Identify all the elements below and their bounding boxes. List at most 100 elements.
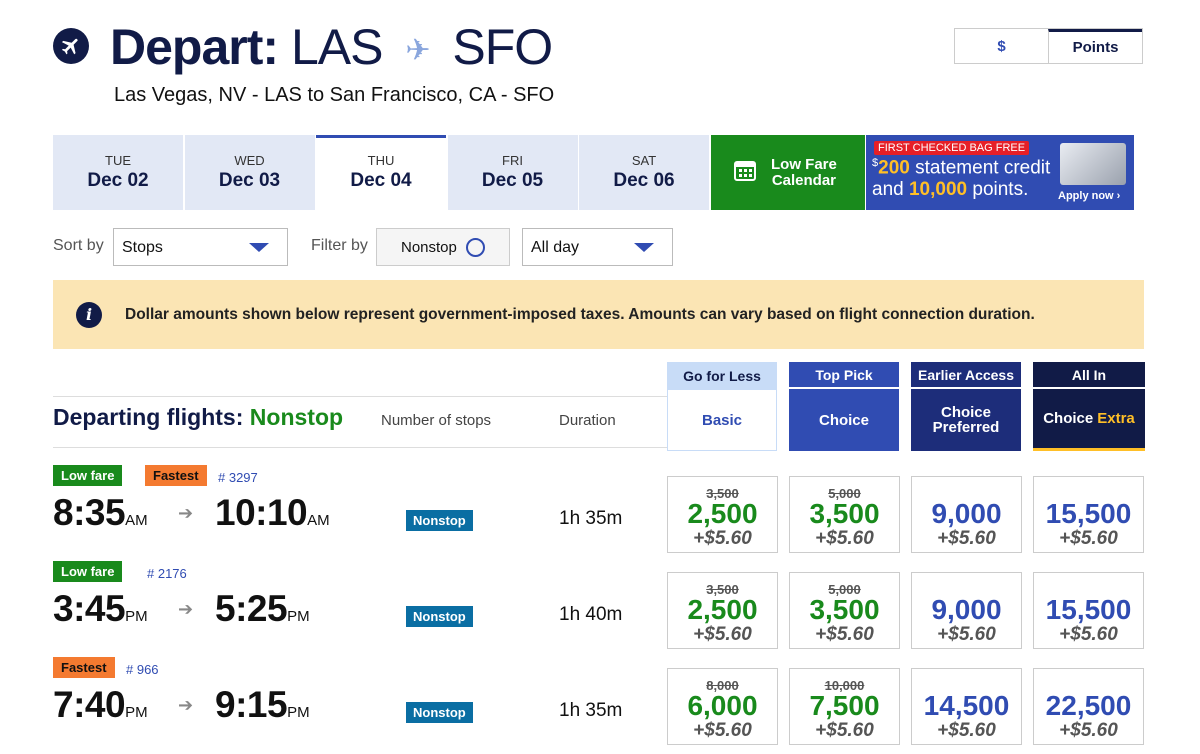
info-icon: i <box>76 301 102 328</box>
flight-row: Low fare Fastest # 3297 8:35AM ➔ 10:10AM… <box>0 465 1200 561</box>
promo-line-2: and 10,000 points. <box>872 179 1029 200</box>
fare-option-choice[interactable]: 10,000 7,500 +$5.60 <box>789 668 900 745</box>
fare-class-name: Choice Preferred <box>911 389 1021 451</box>
fare-option-choice[interactable]: 5,000 3,500 +$5.60 <box>789 476 900 553</box>
credit-card-promo[interactable]: FIRST CHECKED BAG FREE $200 statement cr… <box>866 135 1134 210</box>
fare-class-name: Choice <box>789 389 899 451</box>
stops-badge: Nonstop <box>406 510 473 531</box>
fare-class-choice-extra: All In Choice Extra <box>1033 362 1145 451</box>
fastest-tag: Fastest <box>53 657 115 678</box>
fare-option-choice-extra[interactable]: 15,500 +$5.60 <box>1033 476 1144 553</box>
fare-class-tagline: All In <box>1033 362 1145 389</box>
airplane-icon <box>53 28 89 64</box>
arrow-right-icon: ➔ <box>178 695 194 715</box>
arrow-right-icon: ➔ <box>178 599 194 619</box>
chevron-down-icon <box>634 243 654 252</box>
sort-select[interactable]: Stops <box>113 228 288 266</box>
column-header-stops: Number of stops <box>381 412 492 429</box>
flight-duration: 1h 35m <box>559 508 623 529</box>
fare-option-choice-preferred[interactable]: 9,000 +$5.60 <box>911 572 1022 649</box>
fare-option-choice-preferred[interactable]: 14,500 +$5.60 <box>911 668 1022 745</box>
low-fare-calendar-button[interactable]: Low Fare Calendar <box>711 135 865 210</box>
points-toggle-button[interactable]: Points <box>1048 29 1142 63</box>
date-tab-date: Dec 04 <box>350 170 412 191</box>
fare-option-basic[interactable]: 3,500 2,500 +$5.60 <box>667 476 778 553</box>
arrival-time: 9:15PM <box>215 684 310 725</box>
currency-toggle: $ Points <box>954 28 1143 64</box>
flight-row: Low fare # 2176 3:45PM ➔ 5:25PM Nonstop … <box>0 561 1200 657</box>
departure-time: 7:40PM <box>53 684 148 725</box>
dollar-toggle-button[interactable]: $ <box>997 37 1006 55</box>
promo-badge: FIRST CHECKED BAG FREE <box>874 141 1030 155</box>
fare-class-choice-preferred: Earlier Access Choice Preferred <box>911 362 1021 451</box>
credit-card-image <box>1060 143 1126 185</box>
fare-class-name: Choice Extra <box>1033 389 1145 451</box>
fare-class-tagline: Top Pick <box>789 362 899 389</box>
column-header-duration: Duration <box>559 412 616 429</box>
destination-code: SFO <box>452 19 553 75</box>
date-tabs: TUE Dec 02 WED Dec 03 THU Dec 04 FRI Dec… <box>53 135 711 210</box>
promo-line-1: $200 statement credit <box>872 157 1051 179</box>
tax-notice-banner: i Dollar amounts shown below represent g… <box>53 280 1144 349</box>
date-tab-date: Dec 03 <box>218 170 281 191</box>
fare-option-choice[interactable]: 5,000 3,500 +$5.60 <box>789 572 900 649</box>
fare-class-basic: Go for Less Basic <box>667 362 777 451</box>
low-fare-tag: Low fare <box>53 561 123 582</box>
page-title: Depart: LAS ✈ SFO <box>110 19 553 75</box>
filter-label: Filter by <box>311 237 368 254</box>
nonstop-filter-toggle[interactable]: Nonstop <box>376 228 510 266</box>
date-tab-dow: WED <box>234 153 265 168</box>
date-tab-date: Dec 06 <box>613 170 675 191</box>
fare-class-choice: Top Pick Choice <box>789 362 899 451</box>
flight-duration: 1h 35m <box>559 700 623 721</box>
fastest-tag: Fastest <box>145 465 207 486</box>
time-of-day-select[interactable]: All day <box>522 228 673 266</box>
date-tab-dow: FRI <box>502 153 523 168</box>
flight-number[interactable]: # 2176 <box>147 566 187 581</box>
chevron-right-icon: › <box>1116 190 1121 202</box>
radio-circle-icon <box>466 238 485 257</box>
fare-option-choice-extra[interactable]: 15,500 +$5.60 <box>1033 572 1144 649</box>
flight-row: Fastest # 966 7:40PM ➔ 9:15PM Nonstop 1h… <box>0 657 1200 753</box>
date-tab-dow: SAT <box>631 153 657 168</box>
arrival-time: 10:10AM <box>215 492 330 533</box>
fare-class-tagline: Earlier Access <box>911 362 1021 389</box>
plane-arrow-icon: ✈ <box>405 34 430 68</box>
origin-code: LAS <box>290 19 384 75</box>
calendar-icon <box>733 158 757 187</box>
date-tab-dow: TUE <box>105 153 131 168</box>
fare-option-basic[interactable]: 3,500 2,500 +$5.60 <box>667 572 778 649</box>
low-fare-calendar-label: Low Fare Calendar <box>771 155 837 189</box>
tax-notice-text: Dollar amounts shown below represent gov… <box>125 305 1035 323</box>
divider <box>53 396 667 397</box>
flight-duration: 1h 40m <box>559 604 623 625</box>
date-tab[interactable]: WED Dec 03 <box>184 135 315 210</box>
fare-class-name: Basic <box>667 389 777 451</box>
date-tab-date: Dec 05 <box>481 170 544 191</box>
arrow-right-icon: ➔ <box>178 503 194 523</box>
departing-flights-heading: Departing flights: Nonstop <box>53 404 344 430</box>
date-tab-date: Dec 02 <box>87 170 149 191</box>
fare-option-choice-preferred[interactable]: 9,000 +$5.60 <box>911 476 1022 553</box>
fare-option-choice-extra[interactable]: 22,500 +$5.60 <box>1033 668 1144 745</box>
stops-badge: Nonstop <box>406 606 473 627</box>
flight-number[interactable]: # 3297 <box>218 470 258 485</box>
fare-class-tagline: Go for Less <box>667 362 777 389</box>
date-tab[interactable]: TUE Dec 02 <box>53 135 183 210</box>
route-subtitle: Las Vegas, NV - LAS to San Francisco, CA… <box>114 84 555 106</box>
departure-time: 3:45PM <box>53 588 148 629</box>
stops-badge: Nonstop <box>406 702 473 723</box>
date-tab-selected[interactable]: THU Dec 04 <box>316 135 446 210</box>
date-tab-dow: THU <box>367 153 395 168</box>
low-fare-tag: Low fare <box>53 465 123 486</box>
sort-label: Sort by <box>53 237 104 254</box>
arrival-time: 5:25PM <box>215 588 310 629</box>
date-tab[interactable]: FRI Dec 05 <box>447 135 578 210</box>
departure-time: 8:35AM <box>53 492 148 533</box>
divider <box>53 447 667 448</box>
flight-number[interactable]: # 966 <box>126 662 159 677</box>
chevron-down-icon <box>249 243 269 252</box>
apply-now-link[interactable]: Apply now › <box>1058 190 1121 202</box>
date-tab[interactable]: SAT Dec 06 <box>579 135 709 210</box>
fare-option-basic[interactable]: 8,000 6,000 +$5.60 <box>667 668 778 745</box>
